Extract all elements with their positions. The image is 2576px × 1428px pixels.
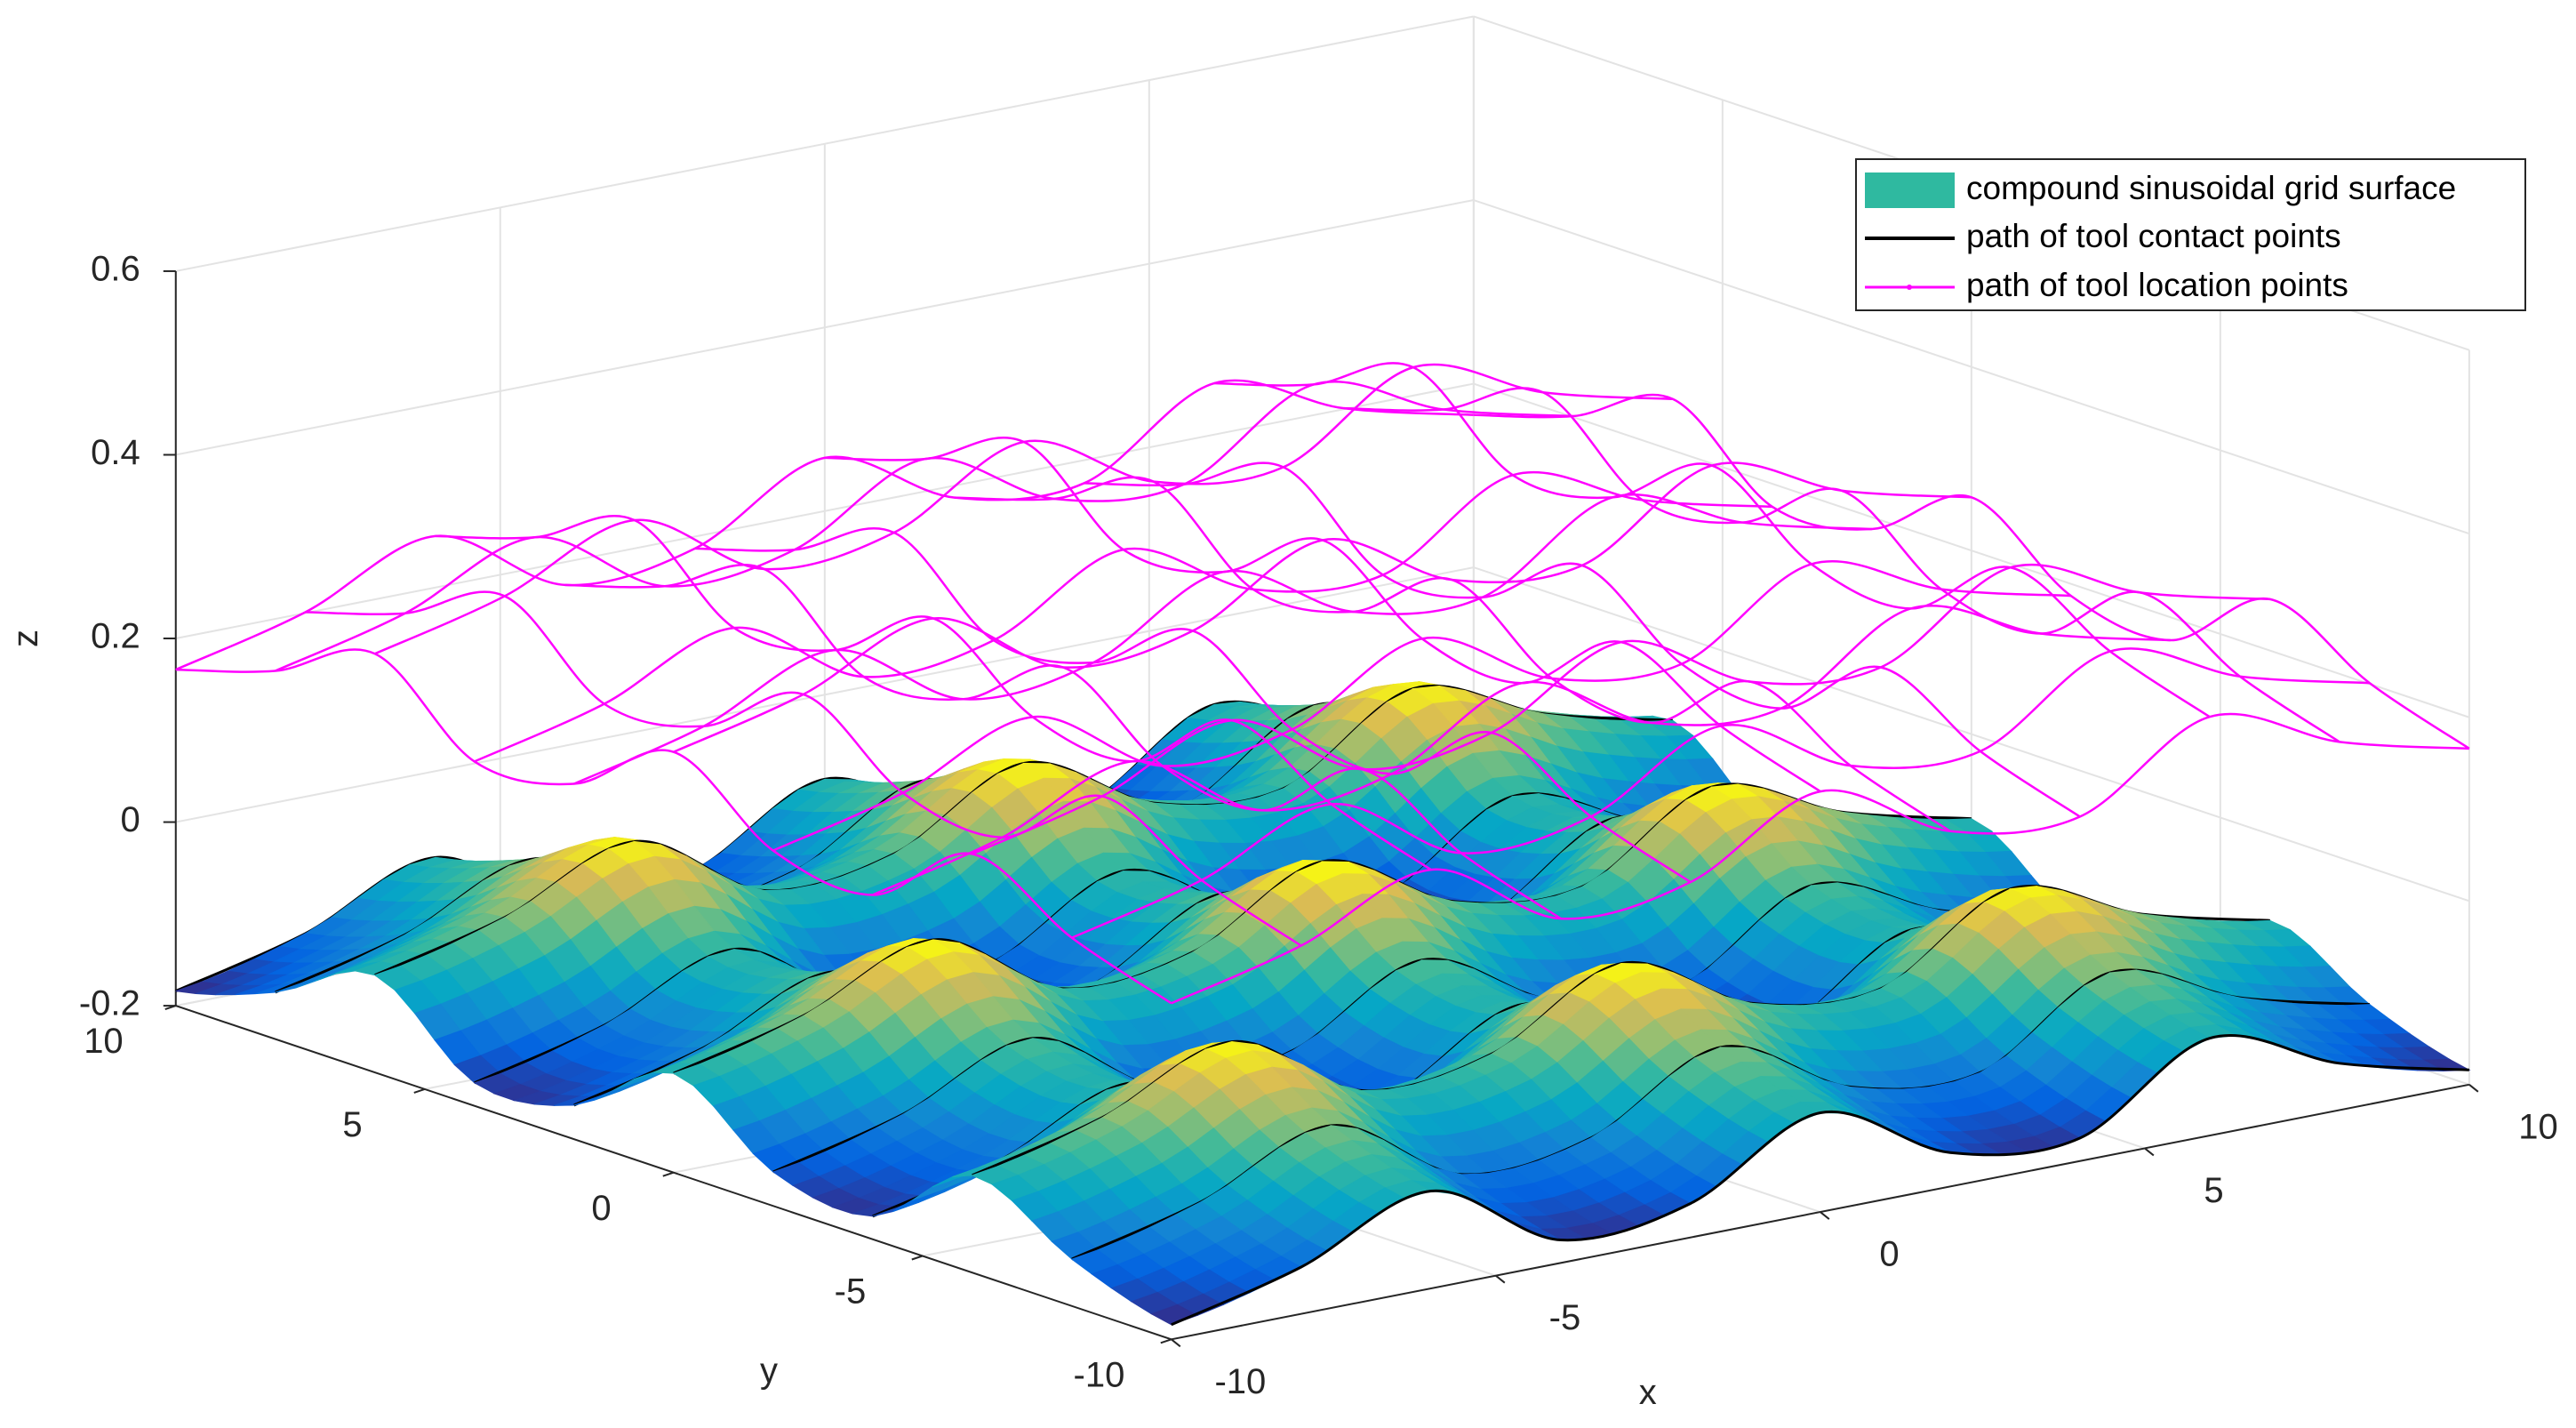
path-line (824, 437, 1821, 793)
y-tick (1160, 1338, 1172, 1344)
path-line (305, 590, 1302, 947)
legend-box (1855, 158, 2526, 311)
x-tick-label: 10 (2518, 1107, 2558, 1146)
z-tick-label: 0.6 (91, 250, 140, 289)
y-tick (164, 1005, 177, 1011)
path-line (1343, 387, 2340, 743)
x-axis (1171, 1083, 2470, 1341)
path-line (435, 515, 1432, 871)
z-axis-title: z (6, 630, 45, 647)
x-tick (1820, 1211, 1830, 1220)
y-tick (911, 1255, 924, 1261)
legend: compound sinusoidal grid surface path of … (1855, 158, 2526, 311)
x-tick-label: 5 (2204, 1171, 2223, 1210)
y-tick-label: 10 (84, 1022, 124, 1061)
legend-marker (1907, 285, 1912, 290)
legend-label: compound sinusoidal grid surface (1966, 170, 2456, 206)
x-tick-label: -5 (1549, 1298, 1581, 1337)
x-tick-label: -10 (1214, 1362, 1266, 1401)
path-line (1473, 393, 2470, 750)
surface (175, 681, 2471, 1327)
path-line (1171, 1033, 2469, 1327)
x-tick (1495, 1274, 1506, 1284)
path-line (1213, 362, 2211, 718)
x-tick-label: 0 (1879, 1235, 1899, 1274)
path-line (1084, 461, 2081, 818)
path-line (374, 363, 1673, 655)
path-line (175, 648, 1172, 1005)
axes: -0.2 0 0.2 0.4 0.6 -10 -5 0 5 10 -10 -5 0 5 10 x y z (6, 250, 2558, 1412)
y-tick (413, 1087, 426, 1094)
legend-label: path of tool contact points (1966, 218, 2341, 254)
y-tick-label: -10 (1074, 1355, 1125, 1394)
path-line (694, 527, 1692, 884)
z-tick-label: 0.4 (91, 433, 140, 472)
y-tick-label: -5 (835, 1272, 867, 1312)
z-tick-label: 0.2 (91, 617, 140, 656)
y-axis-title: y (760, 1352, 778, 1391)
location-paths (175, 362, 2470, 1005)
path-line (954, 476, 1951, 832)
path-line (175, 379, 1474, 671)
z-tick-label: 0 (121, 800, 140, 839)
x-tick (2144, 1147, 2155, 1157)
z-tick-label: -0.2 (79, 984, 140, 1023)
y-tick (662, 1171, 675, 1177)
legend-swatch (1865, 172, 1955, 208)
y-tick-label: 5 (342, 1105, 362, 1144)
x-tick (1171, 1338, 1181, 1348)
legend-label: path of tool location points (1966, 267, 2348, 303)
y-tick-label: 0 (591, 1189, 611, 1228)
x-axis-title: x (1639, 1373, 1657, 1412)
x-tick (2468, 1084, 2479, 1093)
path-line (275, 380, 1573, 672)
path-line (564, 564, 1562, 920)
